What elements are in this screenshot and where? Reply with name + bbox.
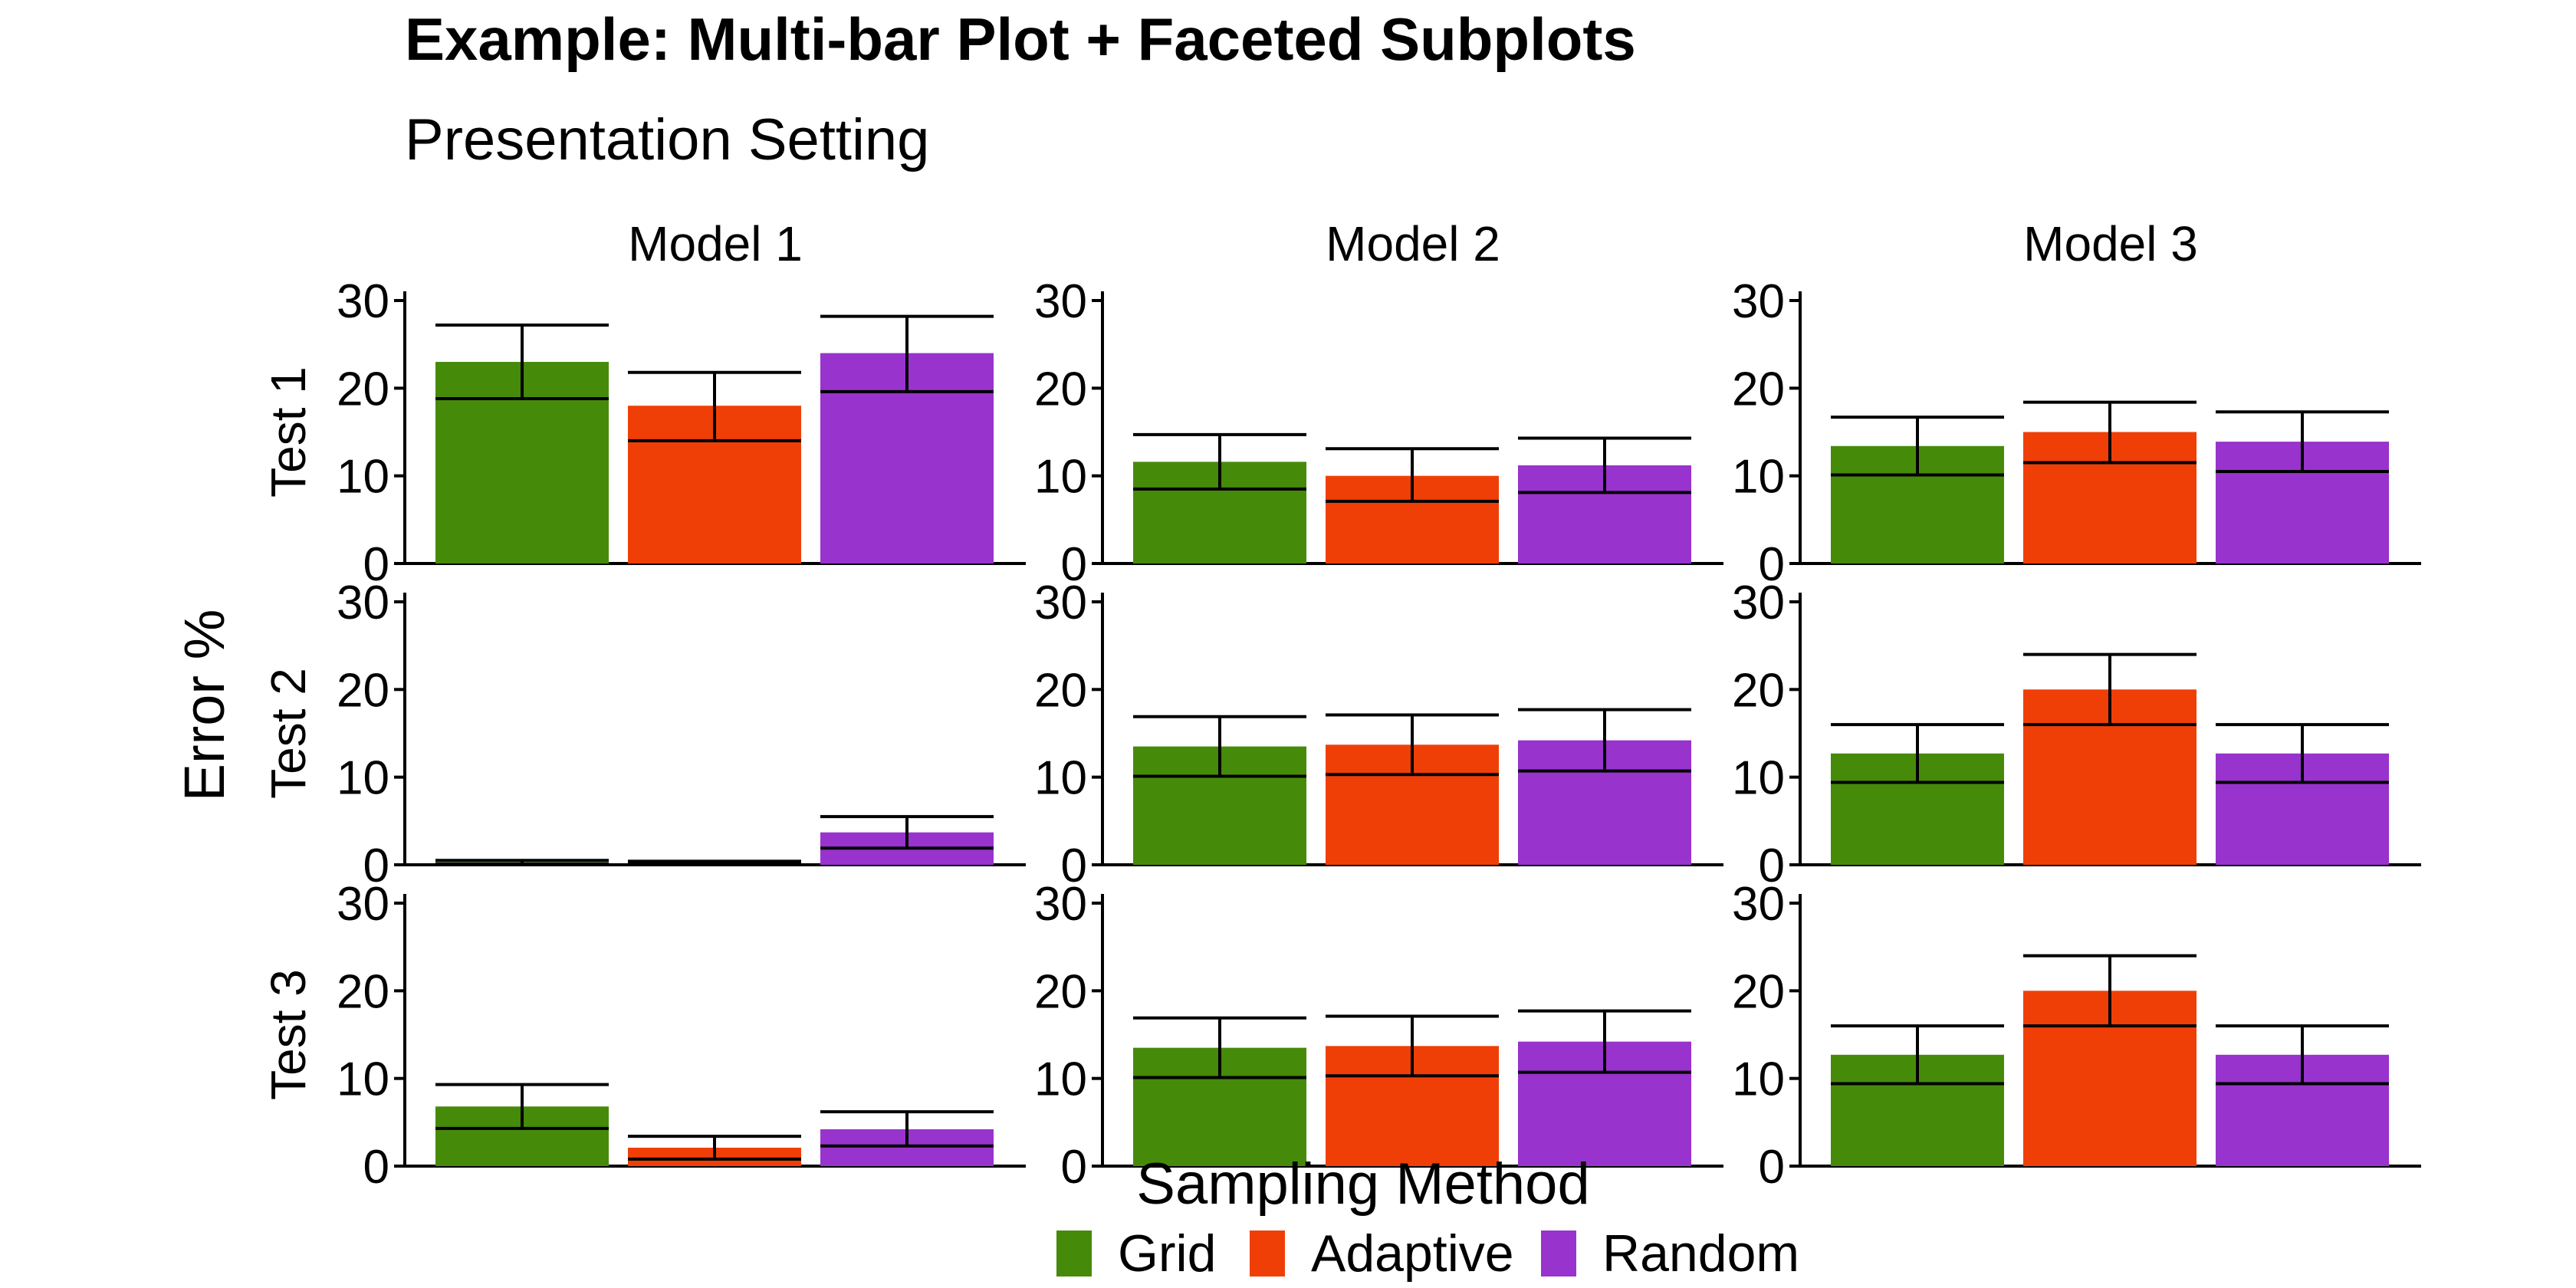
legend-label: Grid <box>1118 1224 1216 1283</box>
legend-label: Random <box>1602 1224 1799 1283</box>
legend-item-random: Random <box>1541 1224 1799 1283</box>
facet-row-label: Test 3 <box>261 969 316 1100</box>
y-tick-label: 20 <box>337 664 389 717</box>
error-bar <box>2216 410 2389 473</box>
y-tick-label: 0 <box>1061 538 1087 591</box>
y-tick-label: 10 <box>1732 1053 1785 1106</box>
legend-swatch <box>1541 1230 1576 1276</box>
facet-panel: 0 10 20 30 <box>1034 878 1723 1194</box>
y-tick-label: 30 <box>1034 577 1087 629</box>
y-tick-label: 30 <box>1034 878 1087 931</box>
y-tick-label: 10 <box>1034 451 1087 504</box>
y-tick-label: 30 <box>337 275 389 328</box>
facet-col-label: Model 3 <box>2023 216 2198 271</box>
error-bar <box>820 314 994 393</box>
facet-panel: 0 10 20 30 <box>1034 275 1723 591</box>
y-tick-label: 10 <box>1732 752 1785 805</box>
error-bar <box>1831 1024 2004 1086</box>
error-bar <box>2023 400 2196 465</box>
y-tick-label: 10 <box>337 451 389 504</box>
error-bar <box>2216 1024 2389 1086</box>
y-tick-label: 20 <box>337 363 389 416</box>
facet-panel: 0 10 20 30 <box>337 275 1026 591</box>
y-tick-label: 0 <box>1061 1141 1087 1194</box>
error-bar <box>628 370 801 442</box>
y-tick-label: 10 <box>1034 752 1087 805</box>
y-tick-label: 20 <box>1034 363 1087 416</box>
error-bar <box>628 859 801 866</box>
error-bar <box>1133 715 1306 778</box>
error-bar <box>1326 713 1499 777</box>
y-tick-label: 0 <box>1061 840 1087 892</box>
y-tick-label: 0 <box>363 1141 389 1194</box>
facet-col-label: Model 2 <box>1326 216 1500 271</box>
error-bar <box>2023 652 2196 727</box>
y-tick-label: 30 <box>1732 577 1785 629</box>
y-tick-label: 0 <box>1759 1141 1785 1194</box>
legend-item-adaptive: Adaptive <box>1250 1224 1514 1283</box>
y-tick-label: 20 <box>337 965 389 1018</box>
y-tick-label: 20 <box>1732 965 1785 1018</box>
facet-panel: 0 10 20 30 <box>337 878 1026 1194</box>
y-tick-label: 0 <box>1759 538 1785 591</box>
y-tick-label: 10 <box>337 752 389 805</box>
legend-swatch <box>1250 1230 1285 1276</box>
y-tick-label: 0 <box>363 840 389 892</box>
error-bar <box>2023 954 2196 1028</box>
y-tick-label: 10 <box>1034 1053 1087 1106</box>
facet-panel: 0 10 20 30 <box>1732 878 2421 1194</box>
facet-col-label: Model 1 <box>628 216 803 271</box>
error-bar <box>1518 708 1691 773</box>
error-bar <box>1518 436 1691 495</box>
y-tick-label: 10 <box>1732 451 1785 504</box>
facet-panel: 0 10 20 30 <box>1732 275 2421 591</box>
chart-title: Example: Multi-bar Plot + Faceted Subplo… <box>405 5 1636 73</box>
error-bar <box>1326 1014 1499 1078</box>
facet-panel: 0 10 20 30 <box>1034 577 1723 892</box>
facet-row-label: Test 1 <box>261 366 316 498</box>
error-bar <box>435 859 609 866</box>
error-bar <box>1518 1009 1691 1074</box>
error-bar <box>1133 1016 1306 1079</box>
error-bar <box>435 1083 609 1130</box>
y-tick-label: 30 <box>337 577 389 629</box>
y-tick-label: 20 <box>1034 664 1087 717</box>
error-bar <box>435 324 609 401</box>
error-bar <box>1326 447 1499 503</box>
y-tick-label: 30 <box>337 878 389 931</box>
error-bar <box>628 1135 801 1161</box>
y-tick-label: 0 <box>1759 840 1785 892</box>
error-bar <box>1133 432 1306 491</box>
facet-panel: 0 10 20 30 <box>337 577 1026 892</box>
error-bar <box>1831 723 2004 784</box>
y-tick-label: 20 <box>1034 965 1087 1018</box>
y-tick-label: 20 <box>1732 664 1785 717</box>
facet-row-label: Test 2 <box>261 668 316 799</box>
chart-subtitle: Presentation Setting <box>405 107 929 172</box>
y-tick-label: 20 <box>1732 363 1785 416</box>
error-bar <box>2216 723 2389 784</box>
legend-title: Sampling Method <box>1136 1152 1589 1217</box>
legend-item-grid: Grid <box>1056 1224 1216 1283</box>
legend: Sampling Method Grid Adaptive Random <box>1056 1152 1799 1283</box>
error-bar <box>1831 416 2004 477</box>
y-tick-label: 0 <box>363 538 389 591</box>
y-tick-label: 10 <box>337 1053 389 1106</box>
error-bar <box>820 815 994 850</box>
y-tick-label: 30 <box>1732 878 1785 931</box>
facet-panel: 0 10 20 30 <box>1732 577 2421 892</box>
y-tick-label: 30 <box>1034 275 1087 328</box>
legend-label: Adaptive <box>1311 1224 1514 1283</box>
legend-swatch <box>1056 1230 1092 1276</box>
error-bar <box>820 1110 994 1148</box>
y-tick-label: 30 <box>1732 275 1785 328</box>
facet-panels: Model 1 Model 2 Model 3 Test 1 Test 2 Test 3 0… <box>261 216 2421 1194</box>
y-axis-label: Error % <box>172 610 236 802</box>
